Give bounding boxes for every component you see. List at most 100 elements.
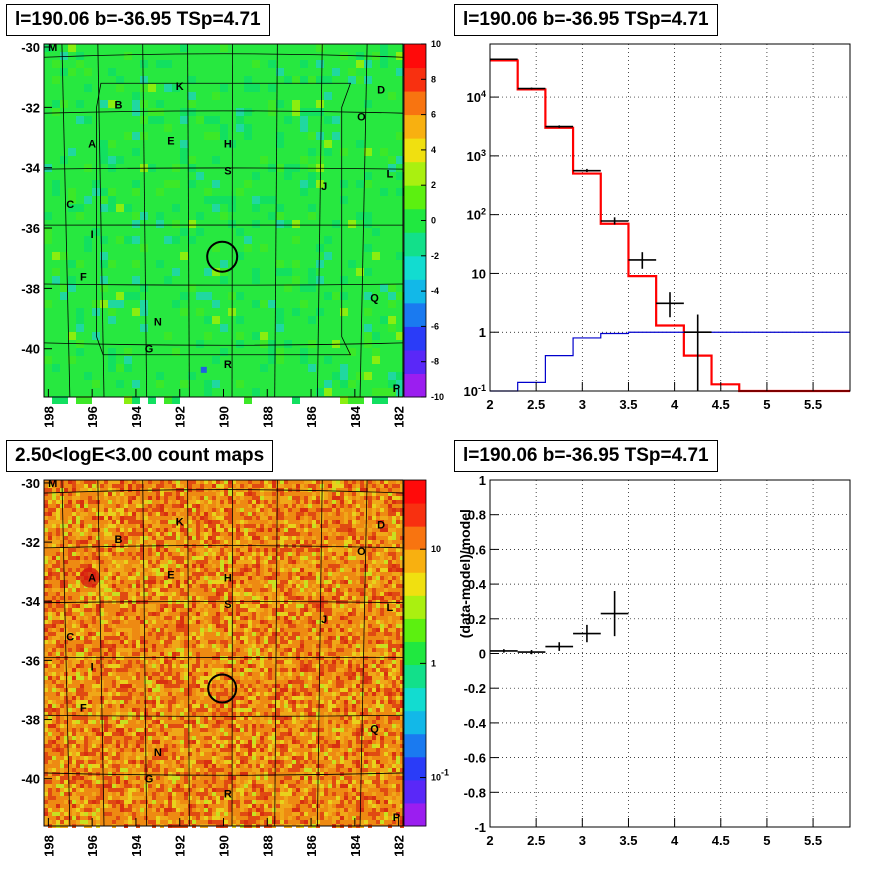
colorbar-tick-label: -2 — [431, 251, 439, 261]
latitude-line — [43, 489, 404, 494]
x-tick-label: 188 — [260, 406, 275, 428]
colorbar-tick-label: 2 — [431, 180, 436, 190]
longitude-line — [61, 479, 71, 827]
source-label-D: D — [377, 84, 385, 96]
source-label-S: S — [224, 599, 231, 611]
x-tick-label: 4 — [671, 833, 679, 848]
source-label-H: H — [224, 573, 232, 585]
longitude-line — [359, 479, 368, 827]
x-tick-label: 4.5 — [712, 833, 730, 848]
source-label-K: K — [176, 516, 184, 528]
colorbar-swatch — [404, 641, 426, 666]
longitude-line — [187, 43, 190, 398]
y-tick-label: -32 — [21, 100, 40, 115]
colorbar-swatch — [404, 733, 426, 758]
y-tick-label: 0.8 — [468, 508, 486, 523]
colorbar-swatch — [404, 802, 426, 827]
longitude-line — [274, 43, 278, 398]
y-tick-label: 0 — [479, 647, 486, 662]
x-tick-label: 5 — [763, 397, 770, 412]
residuals-panel: 2 2.5 3 3.5 4 4.5 5 5.5 1 0.8 0.6 0.4 0.2 0 -0.2 -0.4 -0… — [457, 473, 851, 848]
source-label-M: M — [48, 478, 57, 490]
x-tick-label: 196 — [85, 406, 100, 428]
x-tick-label: 184 — [348, 834, 363, 856]
y-tick-label: -40 — [21, 772, 40, 787]
source-label-E: E — [167, 570, 174, 582]
colorbar-swatch — [404, 687, 426, 712]
x-tick-label: 2 — [486, 397, 493, 412]
source-label-A: A — [88, 573, 96, 585]
source-label-R: R — [224, 788, 232, 800]
source-label-P: P — [393, 812, 400, 824]
y-tick-label: -36 — [21, 221, 40, 236]
source-label-M: M — [48, 42, 57, 54]
x-tick-label: 5 — [763, 833, 770, 848]
source-label-F: F — [80, 271, 87, 283]
colorbar-swatch — [404, 44, 426, 69]
x-tick-label: 198 — [41, 835, 56, 857]
spectrum-grid — [490, 44, 850, 391]
colorbar-swatch — [404, 114, 426, 139]
colorbar-tick-label: 8 — [431, 74, 436, 84]
colorbar-swatch — [404, 302, 426, 327]
x-tick-label: 182 — [392, 835, 407, 857]
x-tick-label: 184 — [348, 405, 363, 427]
ts-map-colorbar: 10 8 6 4 2 0 -2 -4 -6 -8 -10 — [403, 39, 444, 402]
y-tick-label: 103 — [467, 148, 486, 164]
bright-source-A — [79, 567, 100, 588]
x-tick-label: 2.5 — [527, 833, 545, 848]
spectrum-frame — [489, 43, 851, 392]
x-tick-label: 194 — [129, 834, 144, 856]
y-tick-label: -40 — [21, 342, 40, 357]
source-label-D: D — [377, 519, 385, 531]
colorbar-tick-label: -8 — [431, 357, 439, 367]
latitude-line — [43, 601, 404, 604]
colorbar-tick-label: -10 — [431, 392, 444, 402]
y-tick-label: -32 — [21, 535, 40, 550]
source-label-P: P — [393, 383, 400, 395]
source-label-Q: Q — [370, 292, 379, 304]
longitude-line — [316, 43, 323, 398]
y-tick-label: -0.6 — [464, 751, 486, 766]
model-source-step — [490, 331, 850, 392]
x-tick-label: 188 — [260, 835, 275, 857]
source-label-L: L — [386, 602, 393, 614]
count-map-pixels — [44, 480, 404, 828]
colorbar-swatch — [404, 664, 426, 689]
bottom-left-title: 2.50<logE<3.00 count maps — [6, 440, 274, 472]
source-label-L: L — [386, 169, 393, 181]
residual-y-axis-label: (data-model)/model — [457, 509, 473, 638]
colorbar-swatch — [404, 373, 426, 398]
y-tick-label: -0.8 — [464, 785, 486, 800]
x-tick-label: 190 — [217, 406, 232, 428]
bottom-right-title: l=190.06 b=-36.95 TSp=4.71 — [454, 440, 718, 472]
roi-boundary — [96, 82, 352, 356]
latitude-line — [43, 772, 404, 776]
colorbar-swatch — [404, 710, 426, 735]
source-label-I: I — [91, 229, 94, 241]
y-tick-label: -38 — [21, 281, 40, 296]
y-tick-label: 102 — [467, 207, 486, 223]
source-label-E: E — [167, 136, 174, 148]
colorbar-swatch — [404, 503, 426, 527]
y-tick-label: 0.4 — [468, 577, 487, 592]
colorbar-frame — [403, 479, 427, 827]
colorbar-swatch — [404, 279, 426, 304]
colorbar-tick-label: -4 — [431, 286, 439, 296]
x-tick-label: 190 — [217, 835, 232, 857]
source-label-O: O — [357, 546, 366, 558]
x-tick-label: 3 — [579, 397, 586, 412]
longitude-line — [61, 43, 71, 398]
count-map-graticule — [43, 479, 404, 827]
residual-grid — [490, 480, 850, 827]
colorbar-swatch — [404, 91, 426, 116]
colorbar-swatch — [404, 349, 426, 374]
source-label-N: N — [154, 317, 162, 329]
colorbar-tick-label: 10-1 — [431, 768, 449, 783]
y-tick-label: 0.2 — [468, 612, 486, 627]
y-tick-label: 0.6 — [468, 542, 486, 557]
colorbar-swatch — [404, 595, 426, 619]
source-label-C: C — [66, 632, 74, 644]
x-tick-label: 3.5 — [619, 397, 637, 412]
